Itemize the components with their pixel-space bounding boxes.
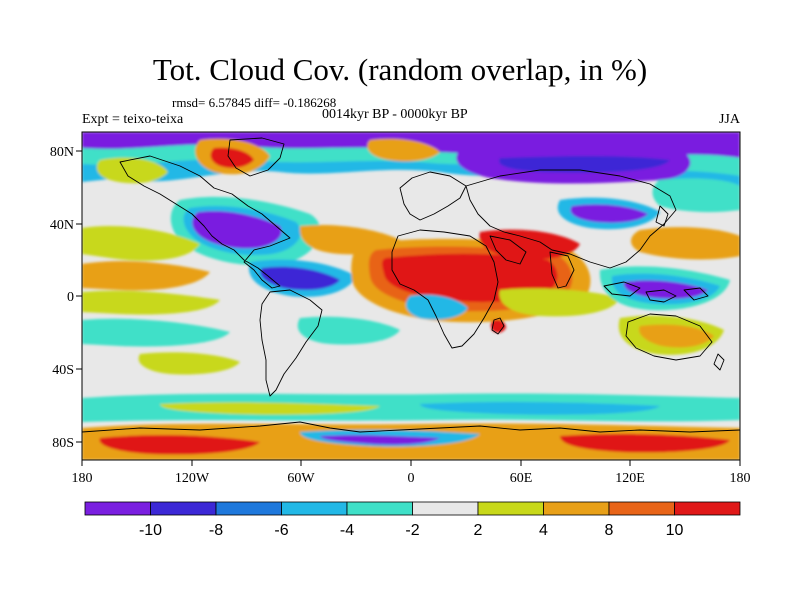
s-atlantic-cyan <box>297 316 400 345</box>
experiment-text: Expt = teixo-teixa <box>82 112 184 127</box>
arabia-red <box>479 229 580 260</box>
x-tick-label: 0 <box>408 471 415 486</box>
season-text: JJA <box>718 112 740 127</box>
colorbar-swatch <box>608 501 675 516</box>
colorbar-swatch <box>412 501 479 516</box>
maritime-continent-coast <box>603 281 709 303</box>
antarctic-red <box>99 435 260 455</box>
pacific-yellow-lower <box>82 290 220 315</box>
ne-pacific-yellow <box>82 225 200 261</box>
y-tick-label: 40N <box>50 218 74 233</box>
colorbar-swatch <box>150 501 217 516</box>
s-pacific-cyan <box>82 318 230 347</box>
colorbar <box>84 501 741 516</box>
colorbar-label: -2 <box>405 522 419 539</box>
australia-coast <box>625 313 713 361</box>
x-tick-label: 60E <box>510 471 533 486</box>
north-america-coast <box>119 155 291 289</box>
antarctica-coast <box>82 421 740 433</box>
x-tick-label: 120E <box>615 471 645 486</box>
atlantic-decrease-core <box>260 266 340 290</box>
y-axis-labels: 80N 40N 0 40S 80S <box>50 145 74 451</box>
greenland-core <box>210 147 254 168</box>
south-america-coast <box>259 289 323 397</box>
arabia-coast <box>489 235 527 265</box>
colorbar-label: 8 <box>605 522 614 539</box>
x-axis-labels: 180 120W 60W 0 60E 120E 180 <box>72 471 751 486</box>
x-tick-label: 60W <box>287 471 315 486</box>
y-tick-label: 80S <box>52 436 74 451</box>
w-pacific-orange <box>631 227 740 260</box>
n-america-violet <box>192 210 282 249</box>
southern-ocean-cyan <box>82 393 740 422</box>
southern-ocean-yellow <box>160 402 380 415</box>
australia-orange <box>639 324 714 348</box>
x-tick-label: 120W <box>175 471 210 486</box>
africa-coast <box>391 229 499 349</box>
madagascar-coast <box>491 317 505 335</box>
n-pacific-cyan <box>652 178 740 213</box>
siberia-core <box>499 156 670 173</box>
chart-title: Tot. Cloud Cov. (random overlap, in %) <box>152 52 648 87</box>
nw-canada-increase <box>96 157 168 184</box>
e-asia-violet <box>570 204 648 223</box>
coastlines <box>82 137 740 433</box>
colorbar-label: 2 <box>474 522 483 539</box>
y-tick-label: 0 <box>67 290 74 305</box>
x-tick-label: 180 <box>730 471 751 486</box>
equatorial-africa-decrease <box>405 294 468 320</box>
colorbar-label: -6 <box>274 522 288 539</box>
s-pacific-yellow <box>138 352 240 375</box>
y-tick-label: 80N <box>50 145 74 160</box>
period-text: 0014kyr BP - 0000kyr BP <box>322 107 468 122</box>
colorbar-labels: -10 -8 -6 -4 -2 2 4 8 10 <box>139 522 684 539</box>
colorbar-swatch <box>477 501 544 516</box>
x-tick-label: 180 <box>72 471 93 486</box>
colorbar-label: -8 <box>209 522 223 539</box>
antarctic-violet <box>320 435 440 445</box>
southern-ocean-blue <box>420 401 660 415</box>
colorbar-label: 4 <box>539 522 548 539</box>
colorbar-swatch <box>674 501 741 516</box>
asia-coast <box>465 169 677 269</box>
europe-coast <box>399 171 467 221</box>
greenland-coast <box>227 137 285 177</box>
colorbar-swatch <box>281 501 348 516</box>
colorbar-label: -4 <box>340 522 354 539</box>
axis-ticks <box>76 150 741 466</box>
antarctic-red-east <box>560 433 730 453</box>
new-zealand-coast <box>713 353 725 371</box>
colorbar-swatch <box>346 501 413 516</box>
colorbar-label: 10 <box>666 522 684 539</box>
colorbar-label: -10 <box>139 522 162 539</box>
india-coast <box>549 251 575 289</box>
scandinavia-increase <box>367 138 440 162</box>
stats-text: rmsd= 6.57845 diff= -0.186268 <box>172 95 337 110</box>
indonesia-violet <box>623 280 708 299</box>
colorbar-swatch <box>543 501 610 516</box>
colorbar-swatch <box>215 501 282 516</box>
japan-coast <box>655 205 669 227</box>
y-tick-label: 40S <box>52 363 74 378</box>
indian-ocean-yellow <box>499 288 620 317</box>
pacific-orange <box>82 261 210 291</box>
colorbar-swatch <box>84 501 151 516</box>
